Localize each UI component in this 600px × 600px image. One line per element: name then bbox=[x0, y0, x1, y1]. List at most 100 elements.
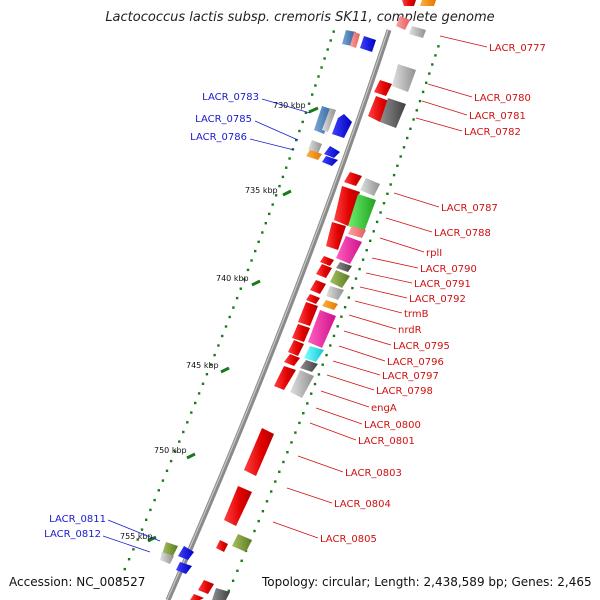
accession-text: Accession: NC_008527 bbox=[9, 575, 146, 589]
gene-box[interactable] bbox=[306, 150, 322, 160]
gene-arrow[interactable] bbox=[216, 540, 228, 552]
tick-dot bbox=[227, 589, 230, 592]
tick-dot bbox=[286, 451, 289, 454]
gene-label[interactable]: LACR_0811 bbox=[49, 514, 106, 525]
gene-box[interactable] bbox=[330, 270, 350, 288]
gene-label[interactable]: nrdR bbox=[398, 325, 422, 336]
tick-dot bbox=[314, 84, 317, 87]
gene-label[interactable]: LACR_0812 bbox=[44, 529, 101, 540]
leader-line bbox=[359, 286, 408, 299]
gene-label[interactable]: LACR_0777 bbox=[489, 43, 546, 54]
gene-box[interactable] bbox=[336, 236, 362, 264]
gene-box[interactable] bbox=[290, 370, 314, 398]
gene-box[interactable] bbox=[232, 534, 252, 552]
gene-box[interactable] bbox=[350, 32, 360, 48]
gene-arrow[interactable] bbox=[178, 546, 194, 560]
gene-arrow[interactable] bbox=[374, 80, 392, 96]
gene-label[interactable]: LACR_0797 bbox=[382, 371, 439, 382]
gene-arrow[interactable] bbox=[324, 146, 340, 158]
gene-label[interactable]: engA bbox=[371, 403, 397, 414]
leader-line bbox=[102, 535, 151, 553]
gene-label[interactable]: LACR_0787 bbox=[441, 203, 498, 214]
gene-arrow[interactable] bbox=[298, 302, 318, 326]
gene-label[interactable]: LACR_0788 bbox=[434, 228, 491, 239]
gene-box[interactable] bbox=[360, 178, 380, 196]
gene-arrow[interactable] bbox=[402, 0, 416, 6]
gene-box[interactable] bbox=[300, 360, 318, 372]
tick-dot bbox=[264, 222, 267, 225]
gene-box[interactable] bbox=[348, 226, 366, 238]
gene-label[interactable]: LACR_0803 bbox=[345, 468, 402, 479]
gene-box[interactable] bbox=[322, 300, 338, 310]
gene-arrow[interactable] bbox=[334, 186, 360, 226]
gene-label[interactable]: LACR_0795 bbox=[393, 341, 450, 352]
gene-label[interactable]: LACR_0781 bbox=[469, 111, 526, 122]
leader-line bbox=[385, 217, 433, 233]
gene-arrow[interactable] bbox=[292, 324, 310, 342]
tick-dot bbox=[294, 431, 297, 434]
gene-label[interactable]: LACR_0786 bbox=[190, 132, 247, 143]
gene-box[interactable] bbox=[420, 0, 436, 6]
gene-arrow[interactable] bbox=[198, 580, 214, 594]
gene-label[interactable]: LACR_0782 bbox=[464, 127, 521, 138]
gene-arrow[interactable] bbox=[284, 354, 300, 366]
gene-label[interactable]: rplI bbox=[426, 248, 442, 259]
gene-arrow[interactable] bbox=[344, 172, 362, 186]
tick-dot bbox=[285, 166, 288, 169]
genome-backbone-highlight bbox=[166, 29, 389, 600]
gene-box[interactable] bbox=[380, 98, 406, 128]
gene-arrow[interactable] bbox=[332, 114, 352, 138]
gene-box[interactable] bbox=[336, 262, 352, 272]
gene-label[interactable]: LACR_0801 bbox=[358, 436, 415, 447]
gene-arrow[interactable] bbox=[190, 594, 204, 600]
gene-label[interactable]: LACR_0800 bbox=[364, 420, 421, 431]
tick-dot bbox=[304, 111, 308, 114]
gene-label[interactable]: LACR_0805 bbox=[320, 534, 377, 545]
gene-box[interactable] bbox=[348, 194, 376, 232]
leader-line bbox=[315, 407, 363, 425]
gene-arrow[interactable] bbox=[176, 562, 192, 574]
gene-box[interactable] bbox=[392, 64, 416, 92]
gene-arrow[interactable] bbox=[396, 16, 410, 30]
gene-box[interactable] bbox=[308, 310, 336, 348]
gene-arrow[interactable] bbox=[316, 264, 332, 278]
gene-box[interactable] bbox=[304, 346, 324, 362]
gene-arrow[interactable] bbox=[306, 294, 320, 304]
tick-label: 755 kbp bbox=[120, 532, 153, 541]
gene-box[interactable] bbox=[212, 588, 230, 600]
gene-arrow[interactable] bbox=[322, 156, 338, 166]
tick-dot bbox=[321, 363, 324, 366]
gene-arrow[interactable] bbox=[368, 96, 392, 122]
tick-dot bbox=[123, 567, 126, 571]
gene-box[interactable] bbox=[160, 552, 174, 564]
tick-dot bbox=[365, 249, 368, 252]
gene-label[interactable]: LACR_0796 bbox=[387, 357, 444, 368]
tick-dot bbox=[291, 148, 295, 151]
gene-label[interactable]: LACR_0792 bbox=[409, 294, 466, 305]
gene-arrow[interactable] bbox=[274, 366, 296, 390]
tick-dot bbox=[406, 136, 409, 140]
gene-arrow[interactable] bbox=[320, 256, 334, 266]
gene-arrow[interactable] bbox=[326, 222, 346, 250]
gene-label[interactable]: LACR_0791 bbox=[414, 279, 471, 290]
gene-arrow[interactable] bbox=[360, 36, 376, 52]
gene-arrow[interactable] bbox=[244, 428, 274, 476]
gene-label[interactable]: trmB bbox=[404, 309, 429, 320]
gene-label[interactable]: LACR_0804 bbox=[334, 499, 391, 510]
gene-box[interactable] bbox=[326, 286, 344, 300]
gene-label[interactable]: LACR_0783 bbox=[202, 92, 259, 103]
gene-arrow[interactable] bbox=[310, 280, 326, 294]
gene-arrow[interactable] bbox=[288, 340, 304, 356]
gene-arrow[interactable] bbox=[224, 486, 252, 526]
tick-dot bbox=[132, 548, 135, 551]
gene-label[interactable]: LACR_0785 bbox=[195, 114, 252, 125]
label-leaders-right bbox=[272, 35, 488, 539]
tick-dot bbox=[379, 211, 382, 214]
gene-label[interactable]: LACR_0798 bbox=[376, 386, 433, 397]
gene-box[interactable] bbox=[409, 26, 426, 38]
tick-dot bbox=[301, 120, 304, 124]
tick-dot bbox=[307, 102, 311, 105]
gene-label[interactable]: LACR_0790 bbox=[420, 264, 477, 275]
gene-box[interactable] bbox=[322, 108, 336, 132]
gene-label[interactable]: LACR_0780 bbox=[474, 93, 531, 104]
